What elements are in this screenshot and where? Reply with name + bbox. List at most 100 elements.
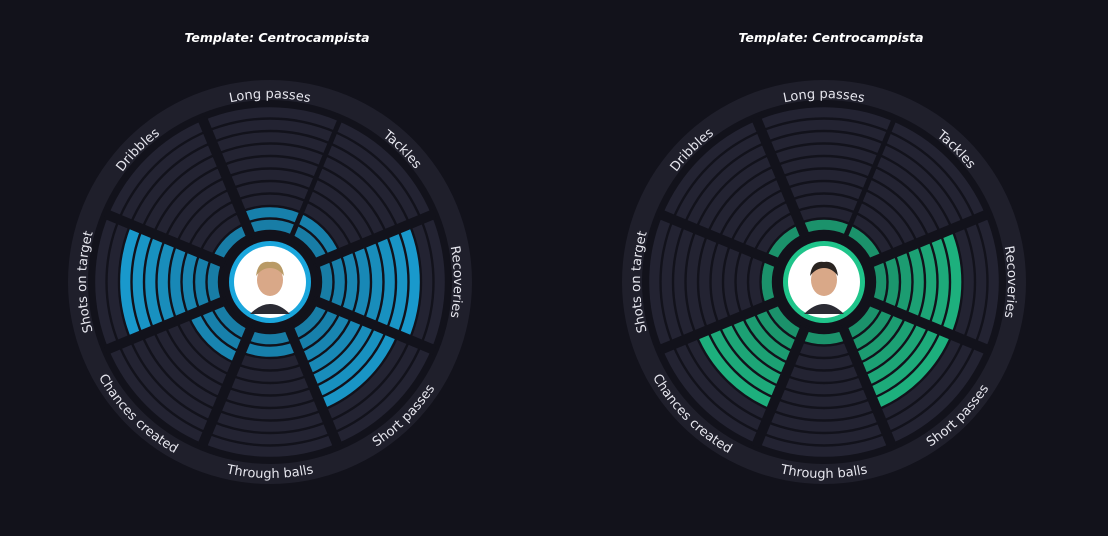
empty-segment (120, 340, 212, 432)
empty-segment (108, 120, 207, 219)
empty-segment (231, 182, 309, 200)
empty-segment (236, 353, 304, 370)
data-bar-segment (246, 219, 294, 234)
data-bar-segment (157, 239, 176, 325)
empty-segment (848, 212, 894, 258)
empty-segment (685, 143, 771, 229)
sector-separator (751, 325, 810, 449)
data-bar-segment (399, 224, 420, 340)
data-bar-segment (800, 330, 848, 345)
empty-segment (757, 107, 891, 130)
empty-segment (323, 335, 409, 421)
empty-segment (736, 248, 753, 316)
data-bar-segment (895, 248, 912, 316)
empty-segment (766, 411, 882, 432)
sector-separator (197, 325, 256, 449)
empty-segment (143, 330, 222, 409)
data-bar-segment (289, 224, 328, 263)
empty-segment (699, 234, 719, 330)
empty-segment (313, 166, 386, 239)
data-bar-segment (708, 325, 781, 398)
empty-segment (304, 189, 363, 248)
sector-separator (867, 296, 991, 355)
data-bar-segment (872, 258, 887, 306)
data-bar-segment (364, 239, 383, 325)
data-bar-segment (182, 248, 199, 316)
empty-segment (882, 132, 974, 224)
empty-segment (877, 143, 963, 229)
sector-separator (838, 325, 897, 449)
empty-segment (882, 340, 974, 432)
data-bar-segment (941, 229, 962, 335)
empty-segment (785, 364, 863, 382)
empty-segment (785, 182, 863, 200)
empty-segment (299, 201, 351, 253)
category-label: Recoveries (1001, 245, 1019, 320)
empty-segment (212, 132, 328, 153)
empty-segment (200, 212, 246, 258)
empty-segment (877, 335, 963, 421)
data-bar-segment (800, 219, 848, 234)
empty-segment (309, 178, 374, 243)
chart-title: Template: Centrocampista (184, 30, 370, 45)
empty-segment (410, 219, 433, 345)
data-bar-segment (212, 301, 251, 340)
empty-segment (771, 399, 877, 420)
empty-segment (761, 119, 887, 142)
sector-separator (313, 296, 437, 355)
empty-segment (887, 120, 986, 219)
data-bar-segment (313, 325, 386, 398)
empty-segment (154, 166, 227, 239)
empty-segment (863, 178, 928, 243)
empty-segment (795, 341, 853, 357)
sector-separator (751, 115, 810, 239)
data-bar-segment (848, 306, 894, 352)
sector-separator (313, 209, 437, 268)
sector-separator (284, 325, 343, 449)
empty-segment (328, 132, 420, 224)
empty-segment (781, 169, 867, 188)
empty-segment (858, 189, 917, 248)
empty-segment (231, 364, 309, 382)
category-label: Long passes (228, 87, 312, 106)
empty-segment (131, 335, 217, 421)
data-bar-segment (352, 243, 370, 321)
data-bar-segment (720, 321, 785, 386)
empty-segment (754, 212, 800, 258)
empty-segment (662, 120, 761, 219)
player-panel-2: Template: Centrocampista Tackles Recoveri… (554, 0, 1108, 536)
empty-segment (761, 422, 887, 445)
data-bar-segment (766, 301, 805, 340)
data-bar-segment (929, 234, 949, 330)
empty-segment (743, 201, 795, 253)
data-bar-segment (853, 311, 905, 363)
sector-separator (657, 296, 781, 355)
empty-segment (724, 243, 742, 321)
data-bar-segment (145, 234, 165, 330)
empty-segment (333, 120, 432, 219)
data-bar-segment (697, 330, 776, 409)
data-bar-segment (132, 229, 153, 335)
empty-segment (776, 387, 872, 407)
sector-separator (867, 209, 991, 268)
empty-segment (120, 132, 212, 224)
empty-segment (95, 215, 118, 349)
data-bar-segment (329, 253, 345, 311)
data-bar-segment (318, 258, 333, 306)
data-bar-segment (195, 253, 211, 311)
empty-segment (318, 155, 397, 234)
data-bar-segment (304, 316, 363, 375)
data-bar-segment (387, 229, 408, 335)
data-bar-segment (207, 258, 222, 306)
data-bar-segment (189, 311, 241, 363)
sector-separator (657, 209, 781, 268)
empty-segment (222, 387, 318, 407)
data-bar-segment (212, 224, 251, 263)
sector-separator (197, 115, 256, 239)
data-bar-segment (918, 239, 937, 325)
empty-segment (766, 132, 882, 153)
chart-title: Template: Centrocampista (738, 30, 924, 45)
